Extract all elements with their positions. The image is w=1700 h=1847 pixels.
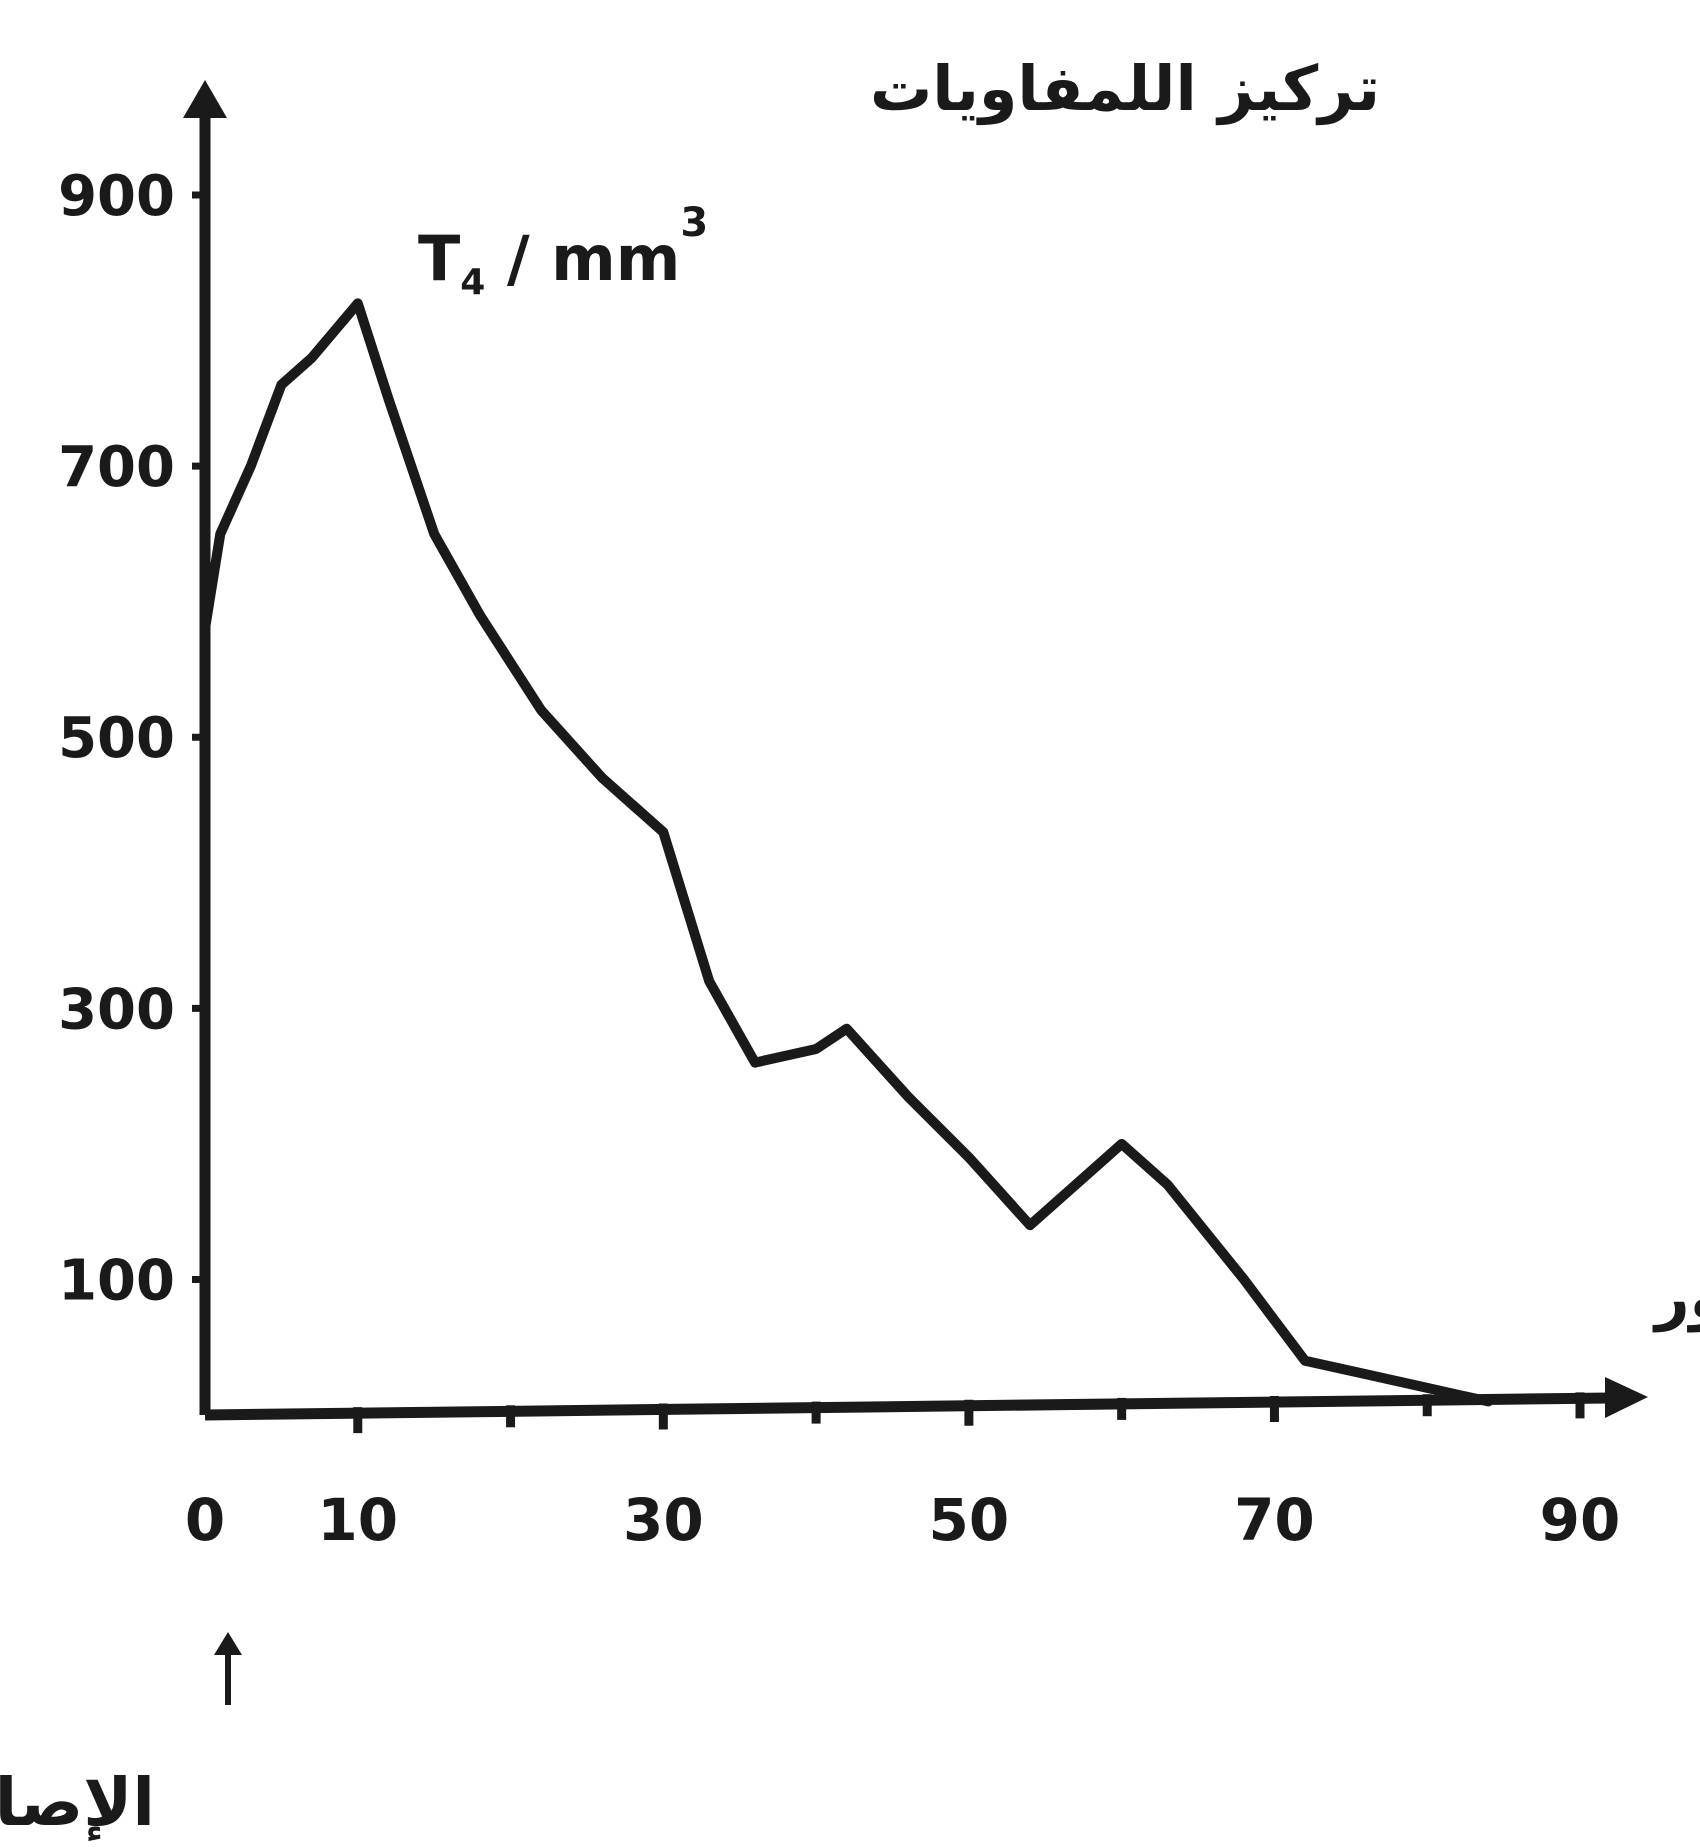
x-axis-line [204, 1392, 1611, 1421]
y-tick-label: 700 [58, 435, 175, 500]
series-group [200, 298, 1494, 1407]
x-tick-label: 90 [1540, 1486, 1621, 1554]
x-tick-label: 0 [185, 1486, 225, 1554]
x-tick-label: 70 [1234, 1486, 1315, 1554]
infection-annotation: الإصابة ب VIH [0, 1764, 155, 1842]
y-ticks: 100 300 500 700 900 [58, 164, 210, 1313]
y-axis-unit: T4 / mm3 [418, 200, 708, 303]
infection-arrow-icon [214, 1632, 242, 1655]
x-tick-label: 30 [623, 1486, 704, 1554]
x-tick-label: 10 [317, 1486, 398, 1554]
series-line [200, 298, 1494, 1407]
x-tick-label: 50 [929, 1486, 1010, 1554]
y-axis-title: تركيز اللمفاويات [870, 52, 1380, 125]
x-axis-title: شهور [1652, 1263, 1700, 1333]
y-tick-label: 900 [58, 164, 175, 229]
y-axis-arrow-icon [183, 80, 227, 118]
y-tick-label: 500 [58, 706, 175, 771]
y-tick-label: 300 [58, 977, 175, 1042]
x-axis-arrow-icon [1605, 1377, 1648, 1418]
x-ticks: 0 10 30 50 70 90 [185, 1392, 1621, 1554]
y-tick-label: 100 [58, 1248, 175, 1313]
